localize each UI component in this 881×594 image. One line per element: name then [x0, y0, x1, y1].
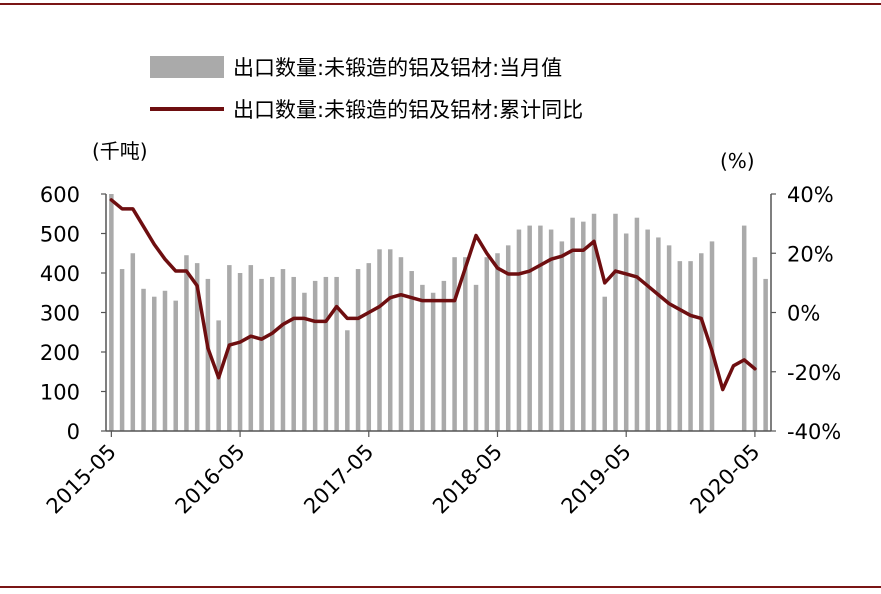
bar	[398, 257, 404, 431]
bar	[409, 271, 414, 431]
bar	[752, 257, 758, 431]
top-rule	[0, 3, 881, 5]
bar	[527, 225, 532, 431]
bar	[602, 296, 608, 431]
y-left-tick-label: 300	[40, 302, 80, 326]
bar	[345, 330, 350, 431]
bar	[709, 241, 715, 431]
bar	[538, 225, 543, 431]
bar	[248, 265, 254, 431]
bar	[302, 292, 307, 431]
bar	[205, 278, 211, 431]
y-left-unit: (千吨)	[92, 139, 148, 163]
bar	[387, 249, 393, 431]
axes: 0 100 200 300 400 500 600 -40% -20% 0% 20% 40% 2015-…	[40, 183, 841, 519]
bar	[634, 217, 640, 431]
bar	[420, 284, 425, 431]
bar	[570, 217, 575, 431]
bar	[184, 255, 189, 431]
y-left-tick-label: 600	[40, 183, 80, 207]
bar	[484, 257, 490, 431]
bar	[581, 221, 586, 431]
bar	[623, 233, 629, 431]
legend-bar-label: 出口数量:未锻造的铝及铝材:当月值	[233, 56, 562, 80]
x-tick-label: 2019-05	[557, 440, 636, 519]
x-tick-label: 2020-05	[685, 440, 764, 519]
bar	[430, 292, 436, 431]
bar	[334, 276, 339, 431]
legend: 出口数量:未锻造的铝及铝材:当月值 出口数量:未锻造的铝及铝材:累计同比	[150, 56, 583, 122]
bar	[495, 253, 500, 431]
bar	[505, 245, 511, 431]
x-tick-label: 2017-05	[299, 440, 378, 519]
y-right-tick-label: 40%	[787, 183, 834, 207]
line-series	[109, 198, 757, 392]
bar	[355, 269, 361, 431]
legend-bar-swatch	[150, 56, 224, 78]
bar	[109, 194, 114, 431]
bar	[666, 245, 672, 431]
bar	[237, 273, 243, 431]
bar	[473, 284, 479, 431]
bar	[173, 300, 178, 431]
y-left-tick-label: 0	[67, 420, 80, 444]
line-series-path	[109, 198, 757, 392]
bar	[548, 229, 554, 431]
bar	[699, 253, 704, 431]
y-right-unit: (%)	[720, 149, 755, 173]
legend-line-label: 出口数量:未锻造的铝及铝材:累计同比	[233, 98, 583, 122]
bar	[613, 213, 618, 431]
y-left-tick-label: 400	[40, 262, 80, 286]
bar	[162, 290, 168, 431]
bar	[259, 278, 264, 431]
bar	[130, 253, 136, 431]
y-right-tick-label: -20%	[787, 361, 841, 385]
bar	[688, 261, 693, 431]
x-tick-label: 2015-05	[42, 440, 121, 519]
bar	[452, 257, 457, 431]
bar	[141, 288, 146, 431]
bar	[441, 280, 447, 431]
bar	[280, 269, 286, 431]
bar	[366, 263, 372, 431]
y-left-tick-label: 100	[40, 381, 80, 405]
y-right-tick-label: 0%	[787, 302, 820, 326]
bottom-rule	[0, 586, 881, 588]
x-tick-label: 2018-05	[428, 440, 507, 519]
bar	[591, 213, 597, 431]
bar	[677, 261, 683, 431]
bar	[516, 229, 522, 431]
bar	[291, 276, 296, 431]
bar	[323, 276, 329, 431]
y-right-tick-label: 20%	[787, 242, 834, 266]
bar	[194, 263, 200, 431]
bar	[377, 249, 382, 431]
bar	[656, 237, 661, 431]
bar	[312, 280, 318, 431]
bar	[269, 276, 275, 431]
bar	[119, 269, 125, 431]
x-tick-label: 2016-05	[171, 440, 250, 519]
bar	[152, 296, 157, 431]
bar	[463, 257, 468, 431]
bar	[741, 225, 747, 431]
y-left-tick-label: 200	[40, 341, 80, 365]
bar-series	[109, 194, 768, 431]
y-right-tick-label: -40%	[787, 420, 841, 444]
bar	[763, 278, 768, 431]
y-left-tick-label: 500	[40, 223, 80, 247]
bar	[645, 229, 650, 431]
bar	[559, 241, 565, 431]
